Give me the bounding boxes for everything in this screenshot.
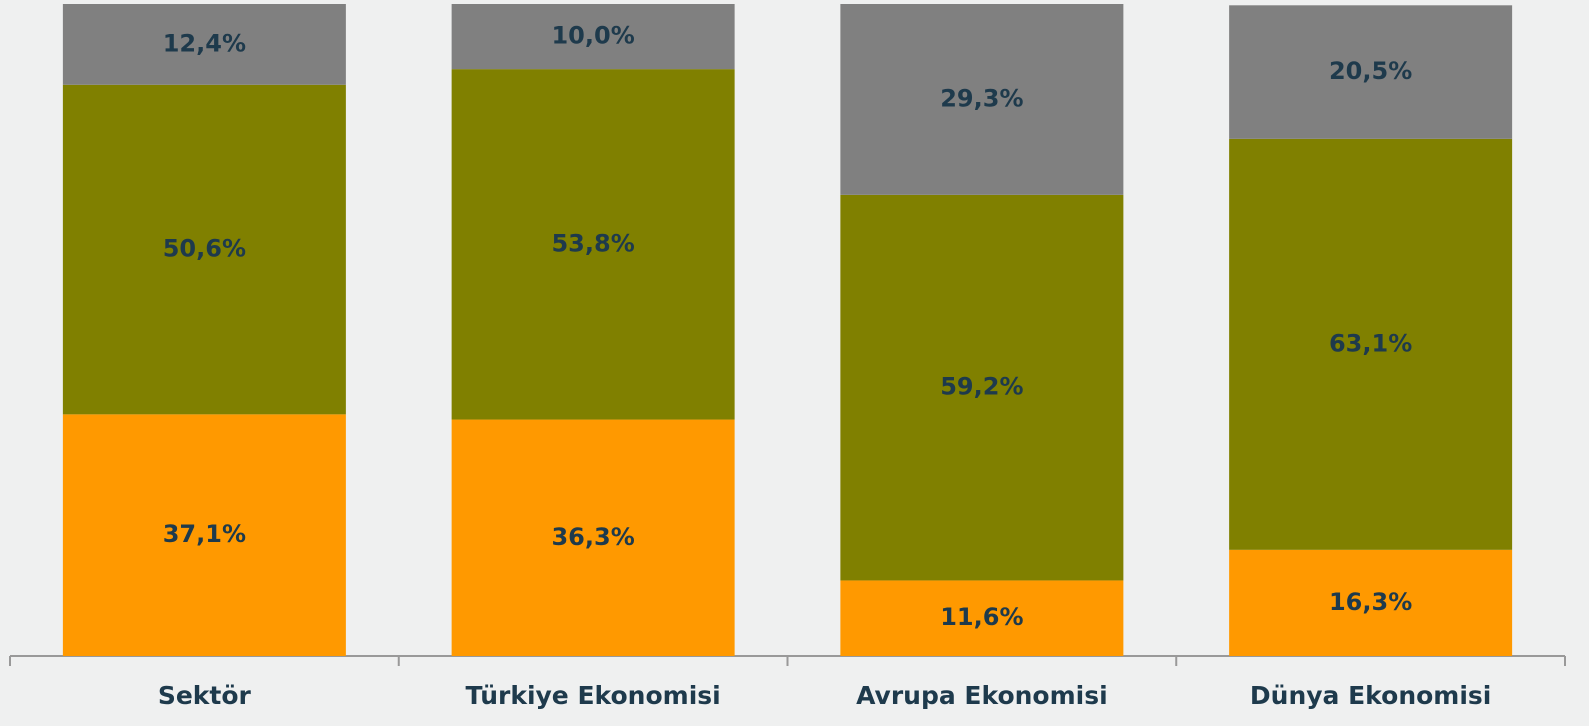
bar-segment — [62, 4, 346, 85]
bar-segment — [1229, 138, 1513, 550]
data-label: 12,4% — [163, 29, 246, 57]
data-label: 63,1% — [1329, 329, 1412, 357]
bar-segment — [840, 4, 1124, 195]
data-label: 16,3% — [1329, 588, 1412, 616]
x-tick-label: Türkiye Ekonomisi — [466, 681, 721, 710]
bar-segment — [62, 414, 346, 656]
bar-segment — [840, 194, 1124, 581]
bar-segment — [840, 580, 1124, 656]
bar-segment — [451, 69, 735, 420]
data-label: 36,3% — [551, 523, 634, 551]
bar-segment — [451, 419, 735, 656]
bar-segment — [1229, 5, 1513, 139]
x-tick-label: Avrupa Ekonomisi — [856, 681, 1108, 710]
data-label: 10,0% — [551, 22, 634, 50]
x-tick-label: Sektör — [158, 681, 252, 710]
bar-segment — [451, 4, 735, 70]
data-label: 53,8% — [551, 229, 634, 257]
bar-segment — [1229, 549, 1513, 656]
x-tick-label: Dünya Ekonomisi — [1250, 681, 1491, 710]
data-label: 29,3% — [940, 84, 1023, 112]
data-label: 59,2% — [940, 373, 1023, 401]
data-label: 11,6% — [940, 603, 1023, 631]
bar-segment — [62, 84, 346, 415]
data-label: 50,6% — [163, 235, 246, 263]
data-label: 20,5% — [1329, 57, 1412, 85]
data-label: 37,1% — [163, 520, 246, 548]
